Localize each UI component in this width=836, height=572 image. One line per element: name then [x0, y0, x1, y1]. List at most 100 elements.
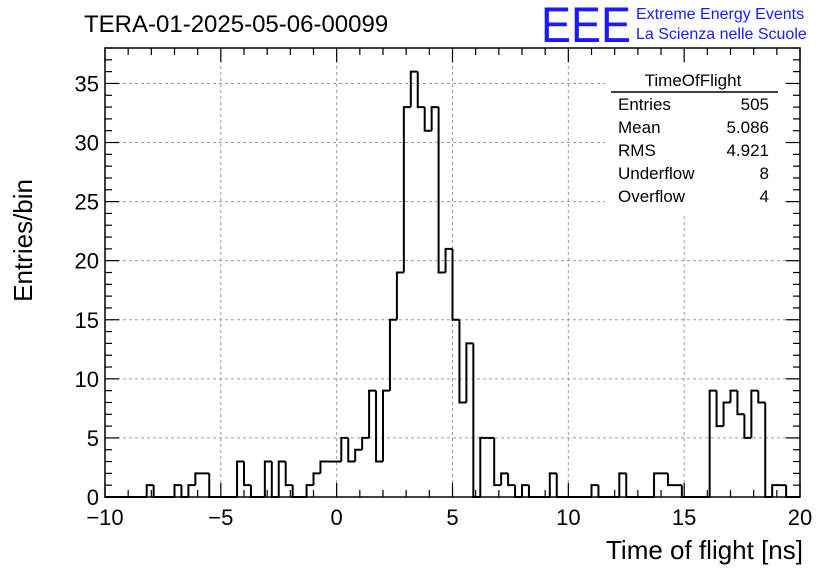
x-tick-label: 20	[788, 505, 812, 530]
histogram-bin	[319, 460, 328, 474]
histogram-bin	[361, 436, 370, 450]
x-tick-labels: −10 −5 0 5 10 15 20	[86, 505, 812, 530]
histogram-bin	[395, 271, 404, 320]
histogram-bin	[729, 389, 738, 403]
histogram-bin	[527, 485, 536, 498]
stats-title: TimeOfFlight	[645, 71, 742, 90]
stats-box-background	[605, 64, 785, 214]
stats-overflow-value: 4	[760, 187, 769, 206]
histogram-bin	[618, 472, 627, 497]
histogram-bin	[416, 71, 425, 109]
histogram-bin	[736, 390, 745, 416]
histogram-bin	[368, 389, 377, 438]
histogram-bin	[722, 401, 731, 427]
histogram-bin	[409, 70, 418, 108]
histogram-bin	[284, 461, 293, 487]
histogram-bin	[597, 485, 606, 498]
eee-logo: EEE	[541, 0, 631, 53]
histogram-bin	[437, 107, 446, 274]
y-tick-label: 15	[75, 308, 99, 333]
histogram-bin	[243, 461, 251, 487]
histogram-bin	[382, 389, 390, 462]
histogram-bin	[465, 342, 474, 403]
y-tick-label: 5	[87, 426, 99, 451]
histogram-bin	[444, 247, 453, 273]
histogram-bin	[479, 436, 488, 497]
histogram-bin	[548, 472, 557, 497]
histogram-bin	[708, 389, 717, 497]
histogram-bin	[354, 448, 363, 462]
y-tick-label: 20	[75, 249, 99, 274]
histogram-bin	[305, 484, 314, 497]
stats-rms-label: RMS	[618, 141, 656, 160]
histogram-bin	[514, 485, 522, 498]
histogram-bin	[458, 319, 467, 404]
histogram-bin	[423, 107, 432, 132]
brand-line-2: La Scienza nelle Scuole	[636, 26, 807, 43]
stats-mean-label: Mean	[618, 118, 661, 137]
histogram-bin	[785, 485, 794, 498]
stats-rms-value: 4.921	[726, 141, 769, 160]
histogram-bin	[187, 484, 196, 497]
histogram-bin	[771, 484, 780, 497]
x-axis-label: Time of flight [ns]	[606, 535, 803, 565]
histogram-bin	[173, 484, 182, 497]
x-tick-label: 5	[446, 505, 458, 530]
histogram-bin	[666, 473, 675, 487]
x-tick-label: 10	[556, 505, 580, 530]
histogram-bin	[249, 485, 258, 498]
axes	[104, 47, 801, 498]
histogram-bin	[236, 460, 244, 497]
histogram-bin	[340, 436, 349, 462]
x-tick-label: 15	[672, 505, 696, 530]
histogram-bin	[347, 437, 356, 463]
histogram-bin	[430, 106, 439, 131]
histogram-bin	[270, 461, 279, 498]
histogram-bin	[653, 472, 661, 497]
x-tick-label: −5	[208, 505, 233, 530]
brand-line-1: Extreme Energy Events	[636, 6, 804, 23]
stats-entries-label: Entries	[618, 95, 671, 114]
stats-overflow-label: Overflow	[618, 187, 686, 206]
stats-box: TimeOfFlight Entries 505 Mean 5.086 RMS …	[605, 64, 785, 214]
histogram-bin	[312, 472, 321, 486]
histogram-bin	[291, 485, 300, 498]
histogram-bin	[145, 484, 154, 497]
y-axis-label: Entries/bin	[8, 179, 38, 302]
histogram-bin	[263, 460, 272, 497]
histogram-bin	[743, 414, 752, 439]
x-tick-label: 0	[331, 505, 343, 530]
histogram-bin	[764, 402, 773, 498]
histogram-bin	[277, 460, 286, 497]
histogram-bin	[715, 390, 724, 428]
histogram-bin	[750, 389, 759, 438]
stats-underflow-label: Underflow	[618, 164, 695, 183]
y-tick-label: 25	[75, 190, 99, 215]
histogram-bin	[590, 484, 599, 497]
histogram-bin	[555, 473, 564, 498]
histogram-bin	[194, 472, 203, 486]
histogram-bin	[625, 473, 634, 498]
histogram-bin	[500, 472, 509, 486]
histogram-bin	[507, 473, 516, 487]
histogram-bin	[757, 390, 766, 404]
y-tick-labels: 0 5 10 15 20 25 30 35	[75, 71, 99, 510]
y-tick-label: 35	[75, 71, 99, 96]
stats-mean-value: 5.086	[726, 118, 769, 137]
chart-title: TERA-01-2025-05-06-00099	[84, 11, 388, 38]
stats-entries-value: 505	[741, 95, 769, 114]
histogram-bin	[180, 485, 189, 498]
histogram-bin	[152, 485, 161, 498]
histogram-bin	[521, 484, 529, 497]
histogram-bin	[375, 390, 383, 463]
y-tick-label: 0	[87, 485, 99, 510]
stats-underflow-value: 8	[760, 164, 769, 183]
y-tick-label: 10	[75, 367, 99, 392]
histogram-bin	[493, 437, 502, 487]
histogram-bin	[208, 473, 217, 498]
x-tick-label: −10	[86, 505, 123, 530]
histogram-bin	[680, 485, 689, 498]
histogram-bin	[451, 248, 460, 321]
histogram-bin	[472, 343, 481, 498]
